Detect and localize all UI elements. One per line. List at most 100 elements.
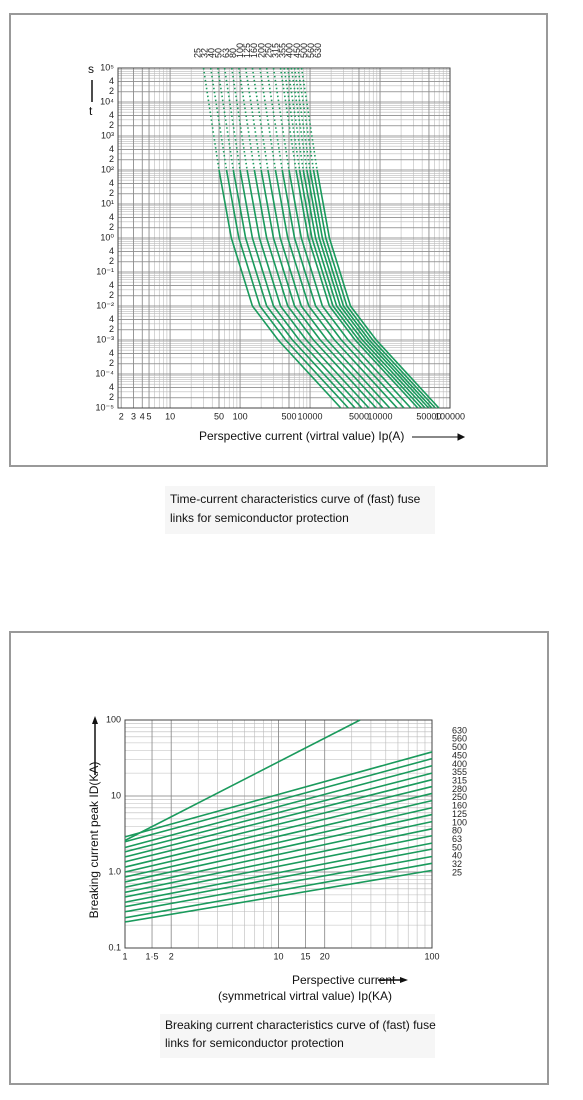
x-label: Perspective current [292, 973, 396, 987]
axis-arrow [400, 977, 408, 983]
series-line-dotted [283, 67, 301, 171]
series-line [246, 169, 370, 409]
caption: Breaking current characteristics curve o… [165, 1018, 436, 1032]
series-line [274, 169, 398, 409]
plot-frame [124, 719, 433, 949]
y-tick-label: 100 [106, 714, 121, 724]
series-line [124, 813, 433, 883]
series-label: 80 [452, 826, 462, 836]
y-tick-label: 10⁻³ [96, 334, 114, 344]
series-line [298, 169, 423, 409]
series-line-dotted [223, 67, 241, 171]
series-line [124, 806, 433, 878]
x-tick-label: 100 [233, 411, 248, 421]
series-line [124, 848, 433, 908]
y-tick-label: 4 [109, 178, 114, 188]
caption: links for semiconductor protection [170, 511, 349, 525]
series-label: 32 [199, 48, 209, 58]
x-tick-label: 5000 [349, 411, 369, 421]
series-label: 160 [249, 43, 259, 58]
x-tick-label: 5 [147, 411, 152, 421]
series-label: 630 [313, 43, 323, 58]
series-label: 560 [452, 734, 467, 744]
x-tick-label: 50 [214, 411, 224, 421]
x-tick-label: 50000 [416, 411, 441, 421]
series-label: 32 [452, 859, 462, 869]
series-label: 125 [452, 809, 467, 819]
series-line [124, 820, 433, 889]
y-tick-label: 4 [109, 212, 114, 222]
y-tick-label: 4 [109, 110, 114, 120]
y-tick-label: 10⁰ [100, 232, 114, 242]
y-label: Breaking current peak ID(KA) [87, 762, 101, 919]
series-label: 25 [452, 867, 462, 877]
plot-frame [117, 67, 451, 409]
series-label: 160 [452, 801, 467, 811]
chart-frame [9, 631, 549, 1085]
series-line-dotted [202, 67, 220, 171]
series-line [281, 169, 405, 409]
caption-box [165, 486, 435, 534]
series-label: 450 [292, 43, 302, 58]
series-line [302, 169, 426, 409]
y-tick-label: 10⁴ [100, 96, 114, 106]
y-tick-label: 4 [109, 280, 114, 290]
caption-box [160, 1014, 435, 1058]
series-line [232, 169, 356, 409]
series-line [288, 169, 412, 409]
series-line [225, 169, 349, 409]
series-line [124, 862, 433, 919]
series-line [124, 834, 433, 898]
y-tick-label: 10² [101, 164, 114, 174]
series-label: 315 [270, 43, 280, 58]
x-tick-label: 10000 [368, 411, 393, 421]
series-line-dotted [265, 67, 284, 171]
x-tick-label: 1 [122, 951, 127, 961]
y-tick-label: 2 [109, 154, 114, 164]
y-tick-label: 10⁻² [96, 300, 114, 310]
series-line [124, 719, 361, 842]
series-label: 250 [263, 43, 273, 58]
y-tick-label: 2 [109, 256, 114, 266]
series-label: 25 [192, 48, 202, 58]
x-tick-label: 15 [301, 951, 311, 961]
y-tick-label: 4 [109, 382, 114, 392]
series-label: 630 [452, 725, 467, 735]
series-line [306, 169, 430, 409]
y-tick-label: 2 [109, 188, 114, 198]
series-line [267, 169, 391, 409]
series-line-dotted [259, 67, 277, 171]
y-tick-label: 10 [111, 790, 121, 800]
series-line-dotted [251, 67, 269, 171]
y-tick-label: 10⁻¹ [96, 266, 114, 276]
series-line-dotted [279, 67, 297, 171]
y-tick-label: 10⁻⁴ [95, 368, 114, 378]
series-label: 450 [452, 750, 467, 760]
y-tick-label: 2 [109, 358, 114, 368]
y-tick-label: 2 [109, 290, 114, 300]
y-tick-label: 2 [109, 222, 114, 232]
series-line [239, 169, 363, 409]
series-label: 50 [214, 48, 224, 58]
series-line [316, 169, 440, 409]
series-line [124, 778, 433, 858]
series-line [124, 828, 433, 894]
x-tick-label: 3 [131, 411, 136, 421]
x-label: Perspective current (virtral value) Ip(A… [199, 429, 404, 443]
y-tick-label: 4 [109, 314, 114, 324]
caption: Time-current characteristics curve of (f… [170, 492, 421, 506]
series-line [124, 785, 433, 863]
y-tick-label: 2 [109, 86, 114, 96]
series-line [124, 842, 433, 904]
x-tick-label: 10 [165, 411, 175, 421]
series-label: 50 [452, 842, 462, 852]
x-tick-label: 500 [281, 411, 296, 421]
series-label: 250 [452, 792, 467, 802]
series-line-dotted [216, 67, 235, 171]
series-label: 63 [221, 48, 231, 58]
y-tick-label: 4 [109, 144, 114, 154]
y-tick-label: 1.0 [108, 866, 121, 876]
y-tick-label: 10¹ [101, 198, 114, 208]
series-label: 315 [452, 775, 467, 785]
series-label: 40 [452, 851, 462, 861]
